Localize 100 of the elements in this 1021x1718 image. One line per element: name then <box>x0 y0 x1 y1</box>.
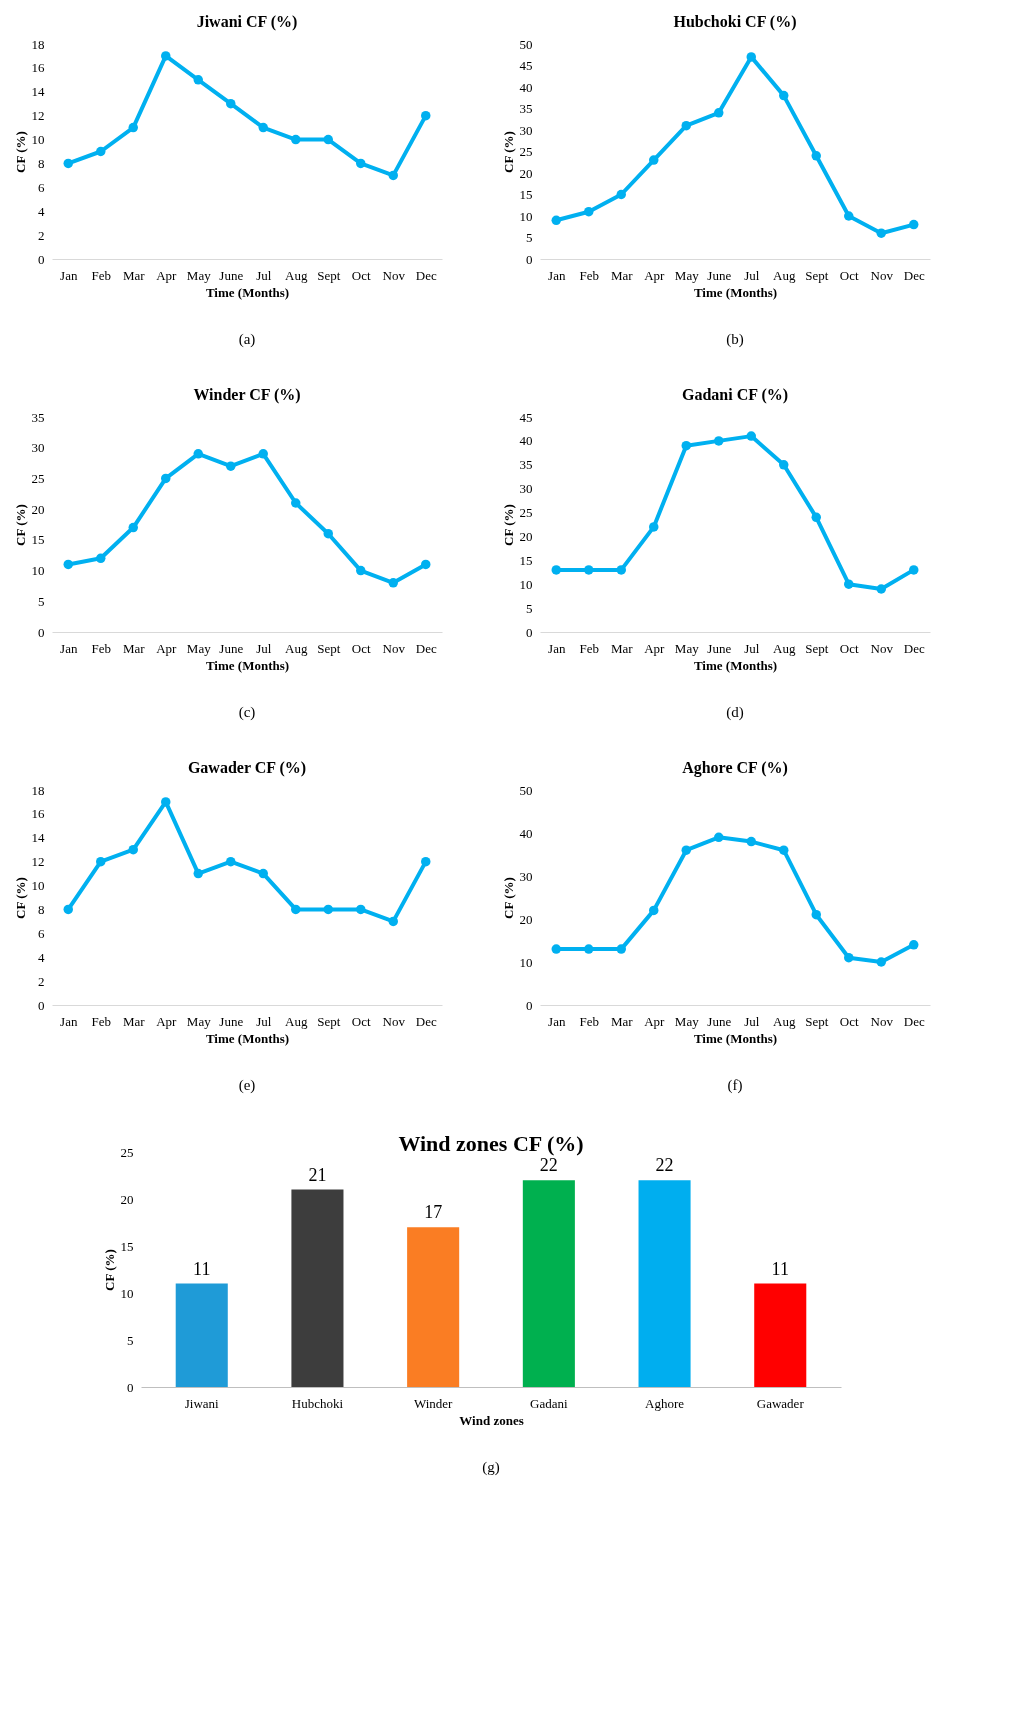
y-tick-label: 30 <box>519 868 533 884</box>
text: (b) <box>726 331 744 348</box>
x-tick-label: May <box>674 1013 700 1029</box>
point <box>811 512 821 523</box>
x-tick-label: Sept <box>317 267 341 283</box>
point <box>161 797 171 807</box>
y-tick-label: 10 <box>519 954 533 970</box>
y-tick-label: 0 <box>526 251 533 267</box>
y-tick-label: 14 <box>31 84 45 100</box>
y-tick-label: 4 <box>38 949 45 965</box>
point <box>323 134 333 145</box>
y-tick-label: 25 <box>519 505 533 521</box>
x-tick-label: Apr <box>644 1013 666 1029</box>
point <box>811 909 821 920</box>
y-tick-label: 15 <box>31 532 45 548</box>
bar <box>754 1283 807 1387</box>
y-tick-label: 25 <box>31 470 45 486</box>
x-tick-label: Jan <box>60 1013 78 1029</box>
point <box>128 522 138 533</box>
point <box>746 431 756 441</box>
bar <box>175 1283 228 1387</box>
chart-title: Wind zones CF (%) <box>398 1131 584 1156</box>
point <box>161 473 171 484</box>
x-tick-label: Aug <box>773 640 796 656</box>
x-tick-label: Gawader <box>756 1395 805 1411</box>
x-tick-label: Nov <box>870 640 894 656</box>
y-tick-label: 0 <box>526 997 533 1013</box>
x-tick-label: Nov <box>382 640 406 656</box>
point <box>193 449 203 459</box>
point <box>193 868 203 879</box>
x-tick-label: Apr <box>156 640 178 656</box>
x-axis-title: Time (Months) <box>205 657 290 673</box>
y-tick-label: 18 <box>31 782 45 798</box>
chart-title: Hubchoki CF (%) <box>673 13 797 31</box>
y-tick-label: 0 <box>38 251 45 267</box>
point <box>388 916 398 927</box>
y-tick-label: 6 <box>38 925 45 941</box>
point <box>63 559 73 570</box>
data-label: 11 <box>193 1258 211 1279</box>
point <box>551 944 561 954</box>
x-tick-label: Feb <box>579 267 599 283</box>
point <box>161 51 171 61</box>
x-axis-title: Wind zones <box>459 1412 524 1428</box>
x-tick-label: Aug <box>773 1013 796 1029</box>
point <box>323 904 333 915</box>
x-tick-label: Aug <box>285 640 308 656</box>
x-tick-label: Apr <box>156 1013 178 1029</box>
y-tick-label: 4 <box>38 203 45 219</box>
x-tick-label: Jan <box>548 640 566 656</box>
x-tick-label: Feb <box>91 1013 111 1029</box>
x-tick-label: Gadani <box>530 1395 569 1411</box>
point <box>128 844 138 855</box>
y-tick-label: 5 <box>127 1332 134 1348</box>
point <box>323 528 333 539</box>
y-tick-label: 0 <box>127 1379 134 1395</box>
point <box>291 134 301 145</box>
y-tick-label: 45 <box>519 58 533 73</box>
x-tick-label: Apr <box>644 267 666 283</box>
bar <box>638 1180 691 1387</box>
x-tick-label: Jul <box>256 267 272 283</box>
x-tick-label: June <box>219 267 244 283</box>
point <box>681 440 691 451</box>
data-label: 11 <box>771 1258 789 1279</box>
point <box>584 206 594 217</box>
y-tick-label: 16 <box>31 60 45 76</box>
y-axis-title: CF (%) <box>500 131 516 173</box>
text: (c) <box>238 704 256 721</box>
x-tick-label: Sept <box>317 640 341 656</box>
point <box>226 98 236 109</box>
text: (e) <box>238 1077 256 1094</box>
x-tick-label: Nov <box>870 1013 894 1029</box>
x-tick-label: Jan <box>60 267 78 283</box>
point <box>96 146 106 157</box>
y-tick-label: 0 <box>38 624 45 640</box>
x-tick-label: June <box>707 267 732 283</box>
point <box>291 498 301 508</box>
x-tick-label: June <box>707 640 732 656</box>
y-tick-label: 20 <box>519 165 533 181</box>
y-tick-label: 20 <box>519 911 533 927</box>
x-tick-label: Dec <box>415 1013 437 1029</box>
point <box>388 578 398 588</box>
y-axis-title: CF (%) <box>12 877 28 919</box>
x-tick-label: Hubchoki <box>291 1395 344 1411</box>
point <box>193 75 203 85</box>
x-tick-label: May <box>674 640 700 656</box>
x-tick-label: Sept <box>805 640 829 656</box>
x-tick-label: Nov <box>382 1013 406 1029</box>
y-tick-label: 10 <box>31 132 45 148</box>
point <box>909 565 919 575</box>
y-tick-label: 0 <box>38 997 45 1013</box>
point <box>844 211 854 221</box>
point <box>876 584 886 594</box>
y-tick-label: 10 <box>519 208 533 224</box>
point <box>681 845 691 855</box>
y-tick-label: 35 <box>519 101 533 116</box>
y-tick-label: 15 <box>519 552 533 568</box>
point <box>63 904 73 915</box>
text: (a) <box>238 331 256 348</box>
point <box>291 904 301 915</box>
x-tick-label: Feb <box>579 640 599 656</box>
